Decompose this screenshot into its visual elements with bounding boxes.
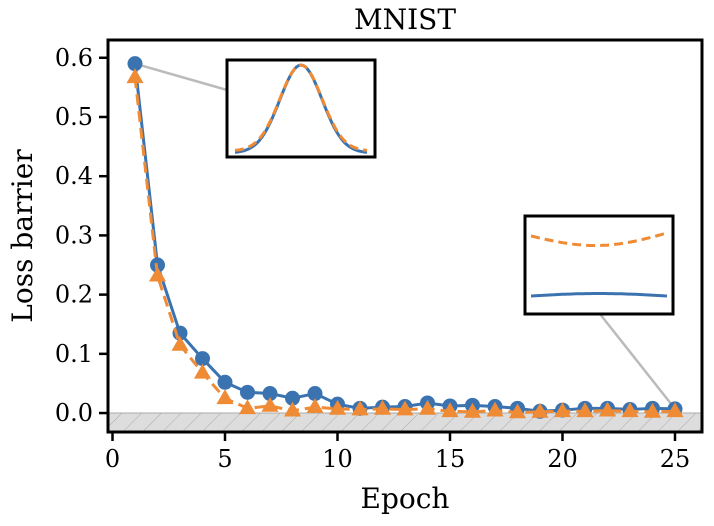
- data-point: [238, 399, 257, 415]
- inset-frame: [523, 214, 675, 316]
- y-tick-label: 0.0: [55, 399, 93, 427]
- inset-curve: [234, 63, 368, 152]
- x-tick-label: 0: [105, 445, 120, 473]
- y-tick-label: 0.1: [55, 340, 93, 368]
- inset-connector: [599, 313, 676, 410]
- series-1: [126, 68, 684, 419]
- inset-frame: [225, 58, 377, 159]
- x-axis-title: Epoch: [361, 482, 450, 515]
- data-point: [463, 402, 482, 418]
- data-point: [285, 390, 300, 406]
- y-tick-label: 0.4: [55, 162, 93, 190]
- negative-region-hatch: [108, 413, 702, 432]
- inset-flat: [523, 214, 675, 316]
- data-point: [643, 402, 662, 418]
- data-point: [262, 386, 278, 402]
- inset-connector: [134, 62, 228, 92]
- inset-curve: [530, 292, 668, 298]
- data-point: [666, 402, 684, 418]
- data-point: [148, 266, 167, 282]
- data-point: [217, 374, 233, 390]
- data-point: [418, 399, 437, 415]
- data-point: [126, 68, 144, 84]
- data-point: [508, 403, 527, 419]
- data-point: [193, 363, 212, 379]
- y-tick-label: 0.2: [55, 281, 93, 309]
- data-point: [598, 401, 617, 417]
- data-point: [306, 398, 324, 413]
- chart-title: MNIST: [354, 3, 456, 36]
- data-point: [240, 384, 255, 400]
- data-point: [195, 351, 210, 367]
- x-tick-label: 15: [435, 445, 466, 473]
- data-point: [396, 400, 414, 416]
- x-tick-label: 10: [322, 445, 353, 473]
- data-point: [328, 399, 347, 415]
- data-point: [373, 399, 392, 415]
- data-point: [307, 386, 323, 402]
- y-tick-label: 0.5: [55, 103, 93, 131]
- data-point: [441, 402, 459, 418]
- inset-curve: [530, 231, 668, 247]
- data-point: [486, 401, 504, 417]
- data-point: [283, 401, 302, 417]
- plot-frame: [106, 38, 704, 434]
- x-tick-label: 25: [660, 445, 691, 473]
- y-tick-label: 0.3: [55, 221, 93, 249]
- data-point: [261, 396, 279, 412]
- data-point: [553, 402, 572, 418]
- data-point: [351, 400, 369, 416]
- data-point: [576, 402, 594, 418]
- inset-bell: [225, 58, 377, 159]
- data-point: [531, 402, 549, 418]
- y-axis-title: Loss barrier: [6, 149, 39, 323]
- data-point: [216, 389, 234, 405]
- x-tick-label: 5: [217, 445, 232, 473]
- data-point: [621, 402, 639, 418]
- data-point: [171, 335, 189, 351]
- x-tick-label: 20: [547, 445, 578, 473]
- y-tick-label: 0.6: [55, 44, 93, 72]
- data-point: [127, 56, 143, 72]
